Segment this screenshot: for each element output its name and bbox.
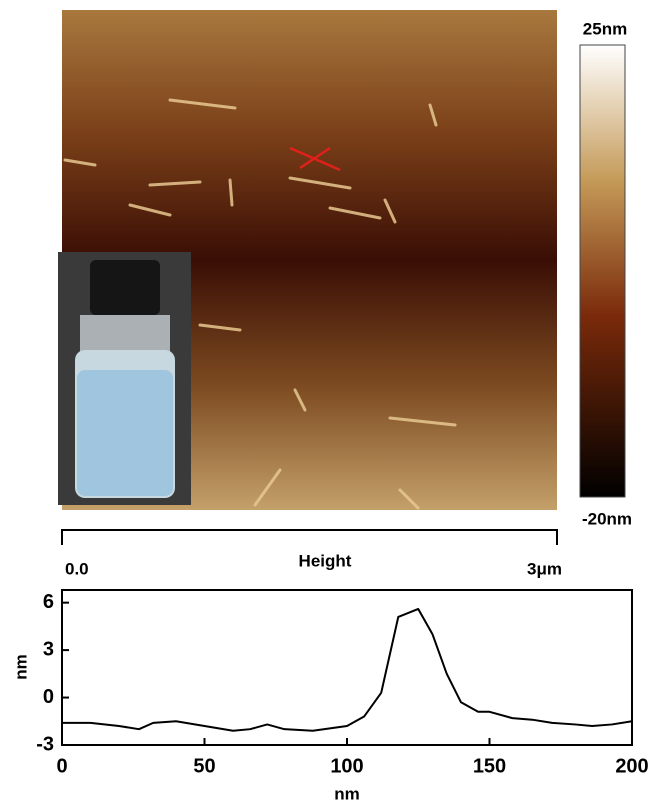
x-tick-label: 150 (473, 755, 506, 777)
colorbar-max: 25nm (583, 19, 627, 38)
x-axis-label: nm (334, 784, 360, 803)
colorbar-min: -20nm (582, 509, 632, 528)
x-tick-label: 0 (56, 755, 67, 777)
y-tick-label: 6 (43, 591, 54, 613)
y-axis-label: nm (11, 654, 30, 680)
x-tick-label: 100 (330, 755, 363, 777)
scale-end: 3μm (527, 559, 562, 578)
y-tick-label: -3 (36, 733, 54, 755)
vial-inset (58, 252, 191, 505)
x-tick-label: 200 (615, 755, 648, 777)
scale-bar (61, 529, 558, 545)
scale-start: 0.0 (65, 559, 89, 578)
colorbar (579, 44, 626, 498)
x-tick-label: 50 (193, 755, 215, 777)
scale-title: Height (299, 551, 352, 570)
y-tick-label: 3 (43, 638, 54, 660)
y-tick-label: 0 (43, 686, 54, 708)
profile-line (62, 607, 633, 732)
